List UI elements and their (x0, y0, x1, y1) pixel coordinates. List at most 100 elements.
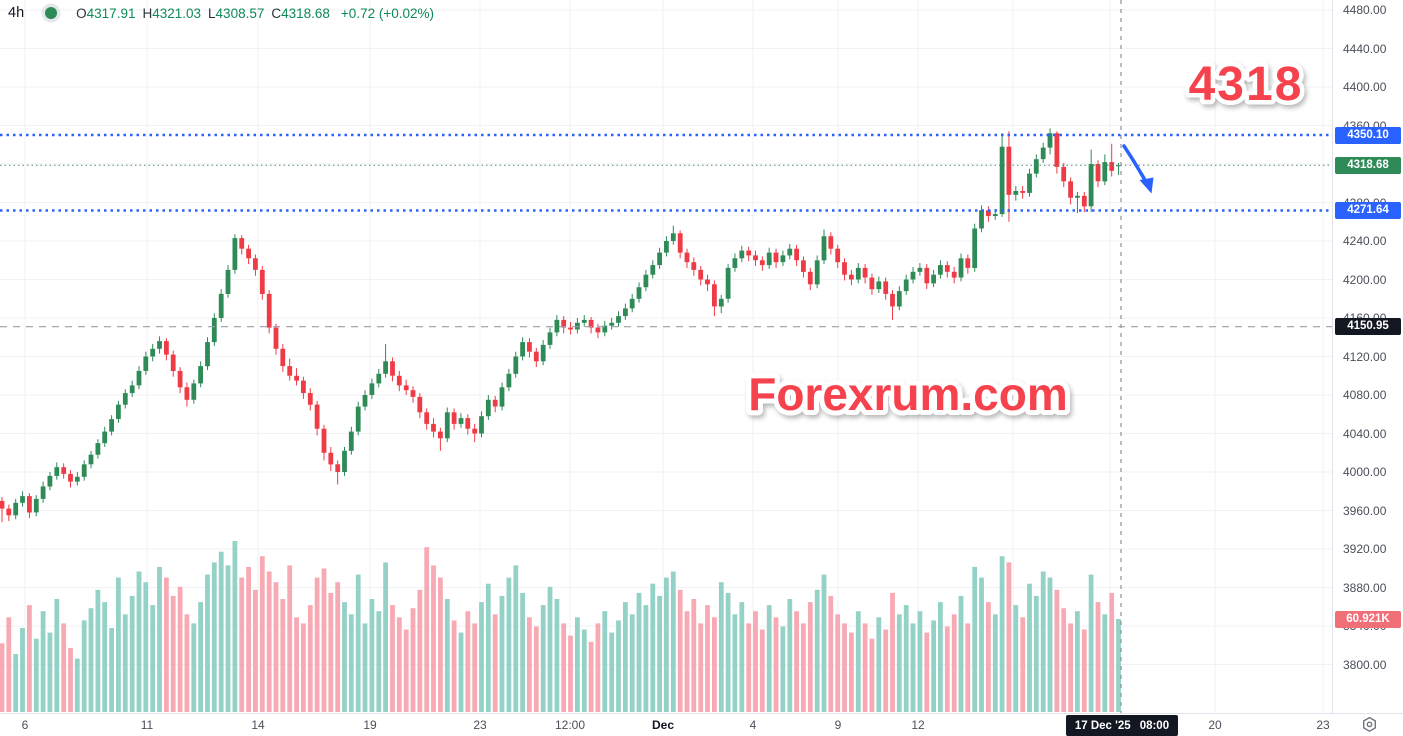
volume-bar (499, 595, 505, 712)
volume-bar (636, 592, 642, 712)
price-tick-label: 4440.00 (1343, 41, 1387, 56)
volume-bar (849, 632, 854, 712)
volume-bar (787, 599, 793, 712)
volume-bar (54, 599, 60, 712)
chart-canvas[interactable] (0, 0, 1332, 713)
candle (732, 258, 738, 268)
volume-bar (883, 629, 889, 712)
volume-bar (862, 623, 868, 712)
axis-settings-button[interactable] (1359, 714, 1379, 734)
symbol-legend[interactable]: 4h O4317.91 H4321.03 L4308.57 C4318.68 +… (8, 5, 434, 21)
volume-bar (801, 623, 806, 712)
volume-bar (198, 602, 203, 712)
volume-bar (184, 614, 190, 712)
volume-bar (403, 629, 409, 712)
volume-bar (903, 605, 909, 712)
time-tick-label: 4 (749, 718, 757, 732)
candle (684, 252, 690, 263)
volume-bar (1088, 574, 1094, 712)
candle (664, 241, 669, 253)
candle (355, 406, 361, 432)
volume-bar (910, 623, 916, 712)
candle (1088, 164, 1094, 207)
candle (13, 502, 19, 516)
volume-bar (1047, 577, 1053, 712)
volume-bar (424, 547, 430, 712)
volume-bar (533, 626, 539, 712)
candle (225, 269, 231, 294)
price-axis[interactable]: 4480.004440.004400.004360.004320.004280.… (1332, 0, 1403, 713)
time-tick-label: 20 (1208, 718, 1222, 732)
volume-bar (410, 608, 416, 712)
volume-bar (890, 592, 895, 712)
candle (773, 252, 779, 263)
volume-bar (944, 626, 950, 712)
candle (513, 356, 519, 374)
volume-bar (362, 623, 368, 712)
volume-bar (280, 599, 286, 712)
candle (691, 262, 697, 270)
volume-bar (1013, 605, 1019, 712)
close-value: 4318.68 (281, 5, 330, 21)
volume-bar (177, 586, 183, 712)
candle (581, 319, 587, 323)
candle (40, 486, 46, 499)
volume-bar (842, 623, 847, 712)
volume-bar (102, 602, 108, 712)
timeframe-label[interactable]: 4h (8, 5, 25, 21)
volume-bar (1102, 614, 1108, 712)
candle (712, 284, 717, 307)
volume-bar (821, 574, 827, 712)
close-label: C (271, 5, 282, 21)
time-tick-label: 11 (140, 718, 154, 732)
volume-bar (259, 556, 265, 712)
candle (554, 319, 560, 333)
volume-bar (431, 565, 436, 712)
ohlc-values: O4317.91 H4321.03 L4308.57 C4318.68 (76, 6, 330, 21)
volume-bar (232, 541, 238, 712)
candle (1006, 146, 1012, 195)
candle (102, 431, 108, 444)
candle (177, 370, 183, 388)
candle (287, 366, 293, 376)
candle (444, 412, 450, 439)
candle (198, 366, 203, 384)
volume-bar (307, 605, 313, 712)
volume-bar (40, 611, 46, 712)
candle (944, 265, 950, 272)
candle (266, 293, 272, 328)
candle (780, 255, 786, 263)
candle (417, 396, 423, 413)
volume-bar (540, 605, 546, 712)
candle (253, 258, 258, 270)
candle (595, 327, 601, 333)
volume-bar (122, 614, 128, 712)
time-axis[interactable]: 17 Dec '25 08:00 6 11 14 19 23 12:00 Dec 4 9 12 20… (0, 713, 1403, 736)
time-tick-label: 19 (363, 718, 377, 732)
volume-bar (1116, 619, 1121, 712)
volume-bar (794, 611, 799, 712)
candle (568, 327, 573, 330)
candle (328, 452, 334, 465)
volume-bar (396, 617, 402, 712)
volume-bar (20, 628, 25, 712)
candle (1047, 133, 1053, 148)
price-level-label: 4318.68 (1335, 156, 1401, 174)
candle (170, 354, 176, 371)
candle (150, 348, 156, 357)
volume-bar (116, 577, 121, 712)
volume-bar (1054, 589, 1060, 712)
candle (1102, 162, 1108, 182)
price-tick-label: 3800.00 (1343, 657, 1387, 672)
volume-bar (643, 605, 649, 712)
volume-bar (444, 599, 450, 712)
candle (307, 393, 313, 405)
candle (1013, 191, 1019, 195)
volume-bar (588, 641, 594, 712)
volume-bar (527, 617, 532, 712)
volume-bar (766, 605, 772, 712)
candle (479, 416, 484, 434)
volume-bar (211, 562, 217, 712)
volume-bar (1075, 611, 1080, 712)
